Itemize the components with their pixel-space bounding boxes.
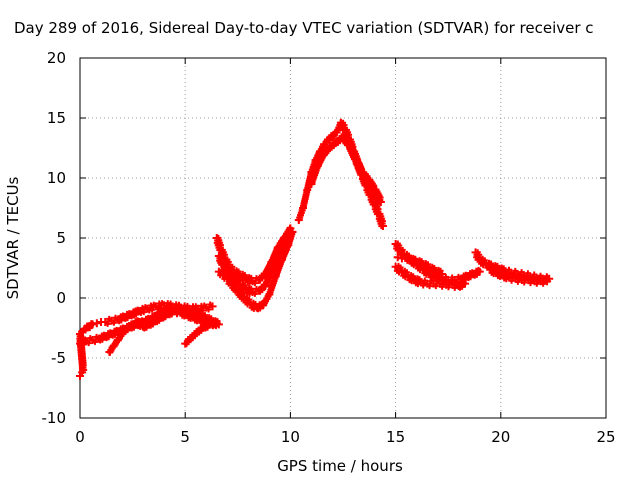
data-point — [140, 309, 147, 316]
data-point — [475, 267, 484, 276]
data-point — [241, 282, 248, 289]
data-point — [273, 256, 280, 263]
data-point — [120, 331, 127, 338]
data-point — [246, 296, 253, 303]
data-point — [399, 246, 406, 253]
data-point — [208, 302, 217, 311]
data-point — [403, 269, 410, 276]
data-point — [279, 241, 286, 248]
data-point — [543, 277, 552, 286]
data-point — [461, 279, 470, 288]
data-point — [283, 246, 290, 253]
data-point — [264, 296, 271, 303]
data-point — [330, 133, 337, 140]
data-point — [313, 167, 320, 174]
data-point — [198, 327, 205, 334]
x-tick-label: 10 — [281, 428, 300, 446]
chart-title: Day 289 of 2016, Sidereal Day-to-day VTE… — [14, 19, 594, 37]
y-tick-label: -10 — [42, 409, 67, 427]
data-point — [126, 325, 133, 332]
data-point — [259, 275, 266, 282]
data-point — [251, 280, 258, 287]
data-point — [330, 143, 337, 150]
data-point — [108, 347, 115, 354]
data-point — [209, 323, 216, 330]
data-point — [437, 270, 446, 278]
data-point — [229, 263, 236, 270]
x-tick-label: 15 — [386, 428, 405, 446]
data-point — [322, 141, 329, 148]
data-point — [185, 339, 192, 346]
x-tick-label: 5 — [180, 428, 190, 446]
data-point — [397, 264, 404, 271]
data-point — [481, 257, 488, 264]
x-tick-label: 0 — [75, 428, 85, 446]
data-point — [104, 320, 111, 327]
data-points — [76, 118, 554, 380]
data-point — [205, 306, 212, 313]
data-point — [212, 319, 221, 328]
data-point — [302, 191, 309, 198]
data-point — [298, 209, 305, 216]
axis-ticks: 0 5 10 15 20 25 -10 -5 0 5 10 15 20 — [42, 49, 616, 446]
y-tick-label: 10 — [47, 169, 66, 187]
y-axis-label: SDTVAR / TECUs — [4, 176, 22, 299]
data-point — [88, 320, 97, 329]
data-point — [277, 261, 284, 268]
y-tick-label: 20 — [47, 49, 66, 67]
x-tick-label: 20 — [491, 428, 510, 446]
data-point — [266, 273, 273, 280]
data-point — [324, 148, 331, 155]
data-point — [112, 341, 119, 348]
data-point — [149, 306, 156, 313]
y-tick-label: 15 — [47, 109, 66, 127]
data-point — [271, 278, 278, 285]
data-point — [91, 338, 98, 345]
data-point — [138, 318, 145, 325]
y-tick-label: 5 — [56, 229, 66, 247]
data-point — [378, 222, 387, 230]
data-point — [285, 233, 292, 240]
data-point — [286, 228, 295, 236]
plot-frame — [79, 57, 607, 419]
data-point — [393, 253, 402, 262]
x-tick-label: 25 — [596, 428, 615, 446]
data-point — [319, 155, 326, 162]
data-point — [191, 333, 198, 340]
x-axis-label: GPS time / hours — [277, 457, 403, 475]
data-point — [110, 319, 117, 326]
grid — [80, 58, 606, 418]
data-point — [85, 340, 92, 347]
data-point — [397, 254, 406, 263]
y-tick-label: -5 — [51, 349, 66, 367]
data-point — [326, 137, 333, 144]
y-tick-label: 0 — [56, 289, 66, 307]
data-point — [116, 335, 123, 342]
data-point — [235, 277, 242, 284]
data-point — [376, 198, 385, 206]
data-point — [259, 287, 266, 294]
data-point — [251, 290, 258, 297]
data-point — [92, 319, 101, 328]
